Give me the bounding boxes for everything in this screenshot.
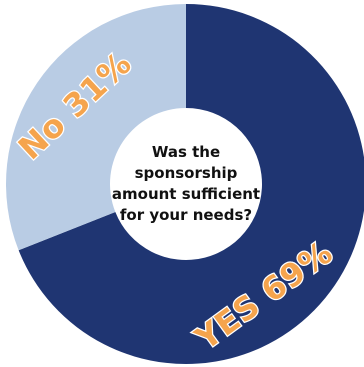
slice-no xyxy=(5,4,186,251)
center-label-line: for your needs? xyxy=(120,206,252,224)
center-label-line: amount sufficient xyxy=(112,185,260,203)
center-label-line: sponsorship xyxy=(135,164,238,182)
center-label-line: Was the xyxy=(152,143,220,161)
slice-yes xyxy=(18,4,364,364)
